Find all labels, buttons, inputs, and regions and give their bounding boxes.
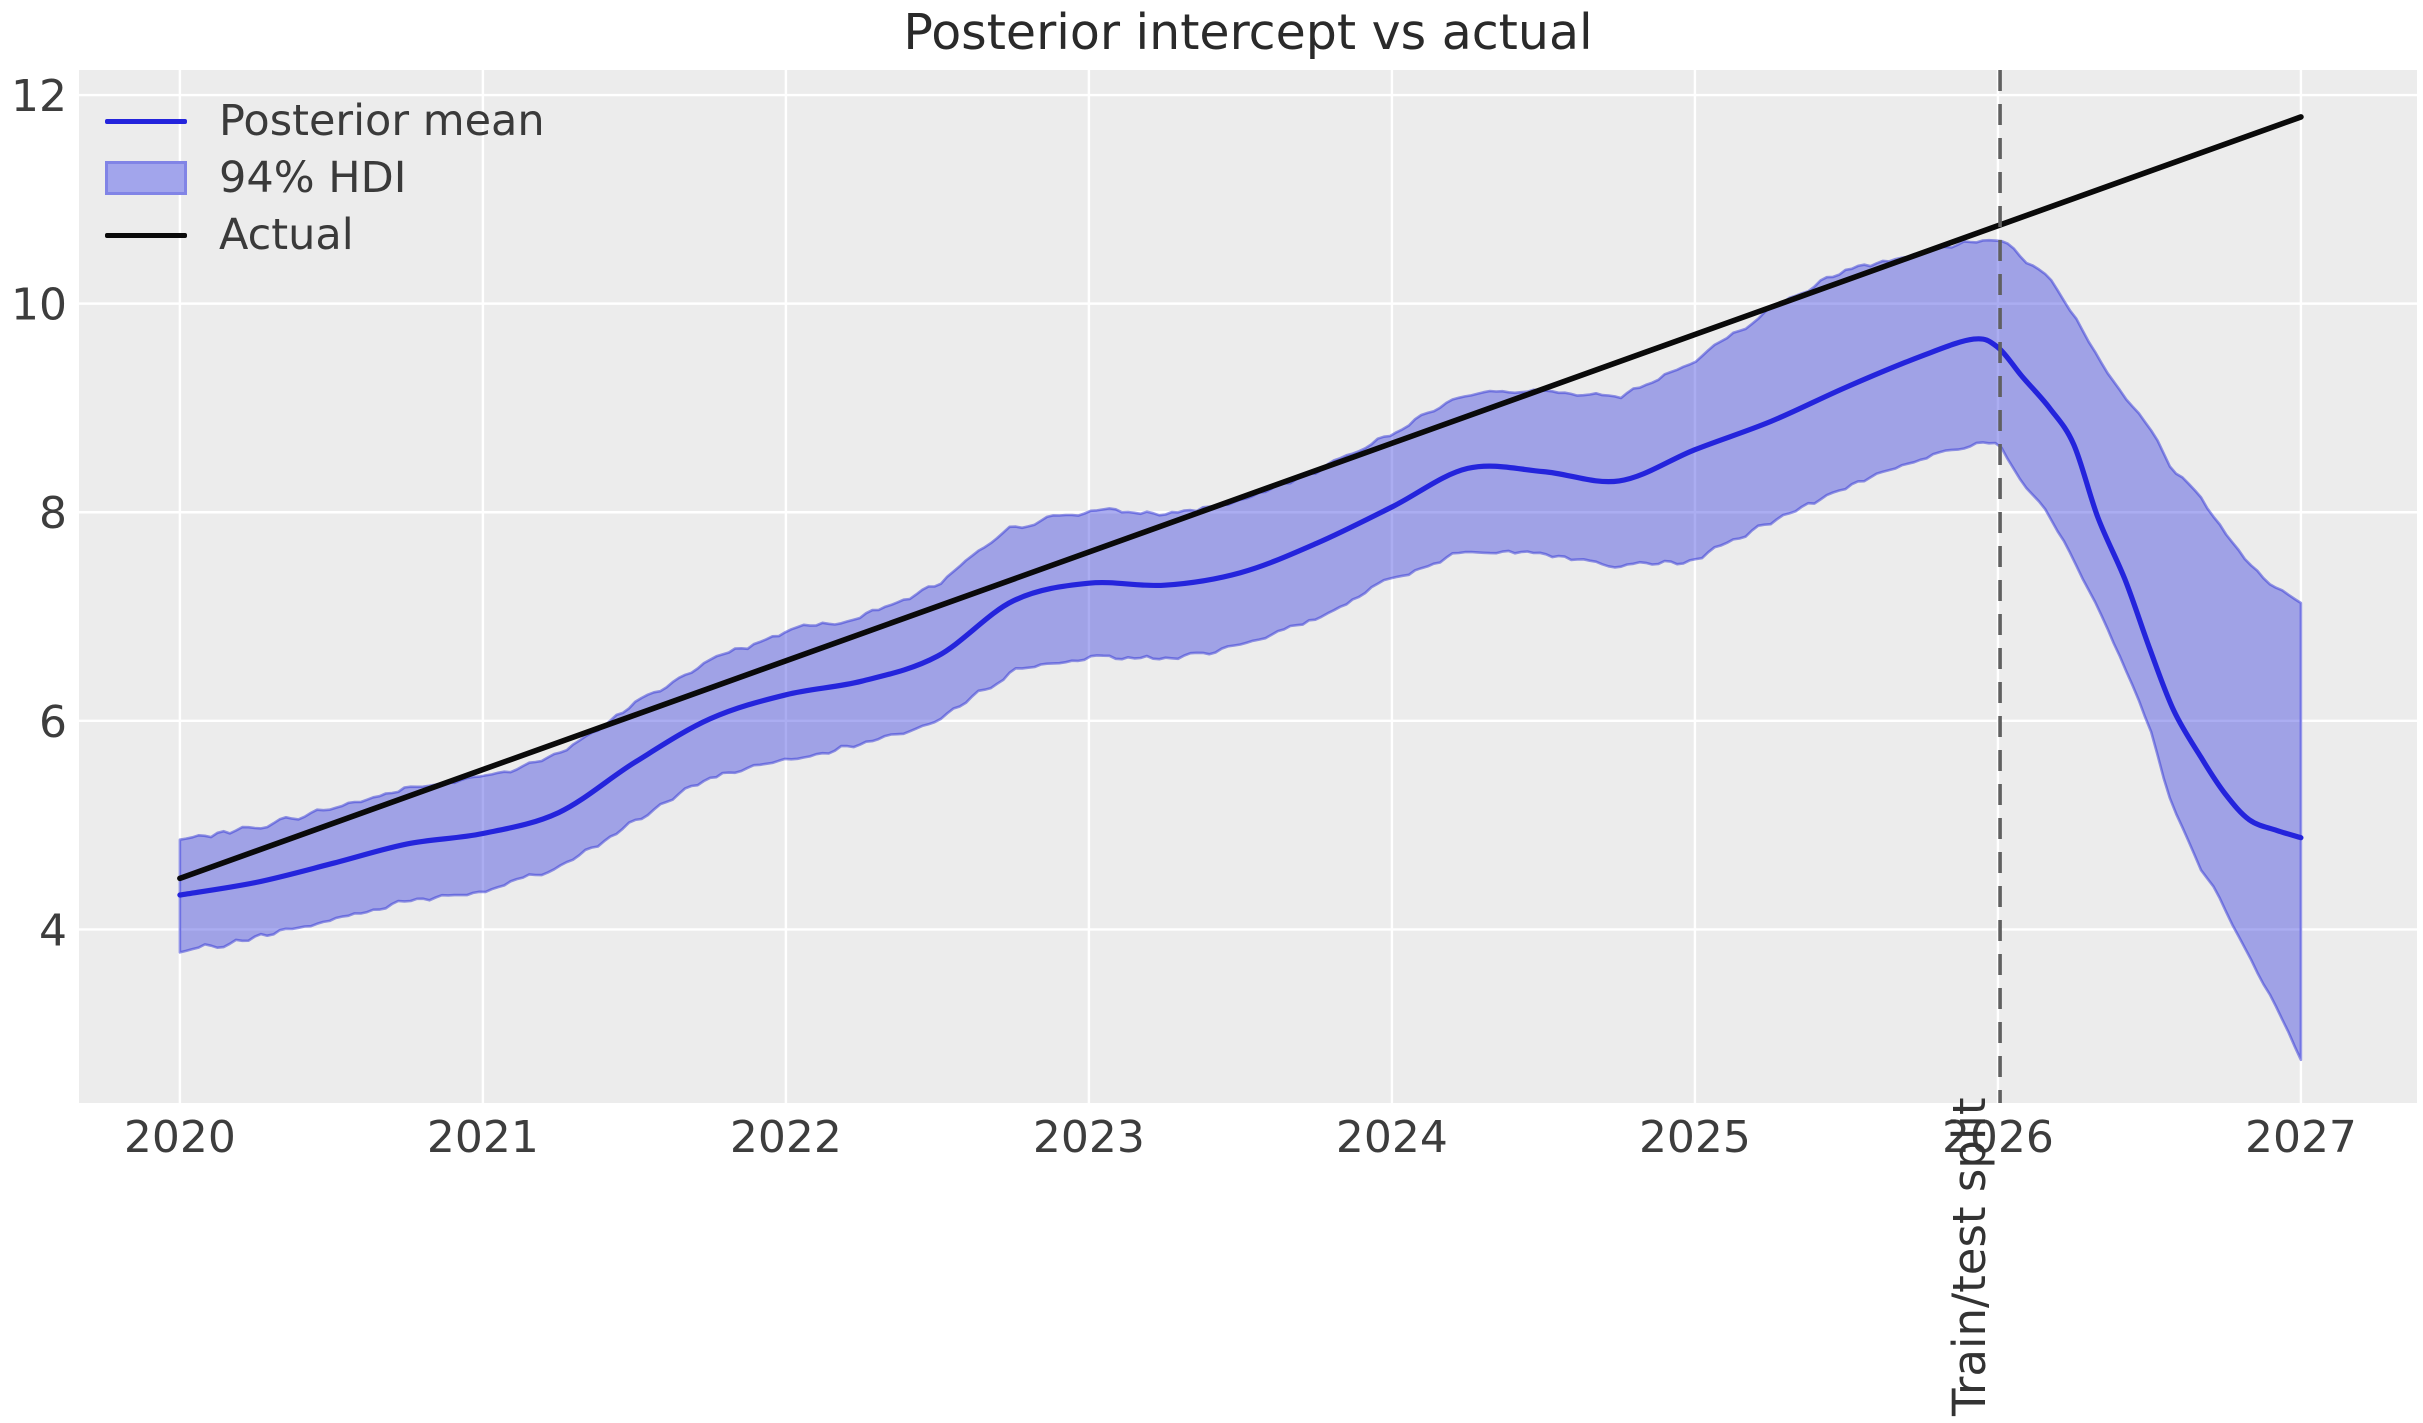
x-tick-label: 2024: [1336, 1112, 1448, 1163]
hdi-band: [178, 238, 2303, 1062]
legend-label: Posterior mean: [219, 96, 545, 146]
legend-line-swatch-blue: [105, 118, 187, 124]
y-tick-label: 6: [39, 697, 67, 748]
legend-patch-swatch: [105, 161, 187, 195]
posterior-mean-line: [177, 336, 2304, 898]
actual-line: [177, 114, 2304, 882]
x-tick-label: 2023: [1033, 1112, 1145, 1163]
legend-label: 94% HDI: [219, 153, 407, 203]
legend-label: Actual: [219, 210, 354, 260]
legend-item-hdi: 94% HDI: [105, 153, 545, 203]
x-tick-label: 2025: [1639, 1112, 1751, 1163]
plot-area: [79, 70, 2417, 1103]
train-test-split-annotation: Train/test split: [1943, 1097, 1996, 1416]
y-tick-label: 12: [11, 71, 67, 122]
y-tick-label: 4: [39, 905, 67, 956]
y-tick-label: 8: [39, 488, 67, 539]
chart-title: Posterior intercept vs actual: [903, 4, 1593, 61]
legend-line-swatch-black: [105, 232, 187, 238]
x-tick-label: 2021: [427, 1112, 539, 1163]
legend-item-posterior-mean: Posterior mean: [105, 96, 545, 146]
y-tick-label: 10: [11, 280, 67, 331]
x-tick-label: 2020: [124, 1112, 236, 1163]
x-tick-label: 2026: [1942, 1112, 2054, 1163]
x-tick-label: 2022: [730, 1112, 842, 1163]
legend-item-actual: Actual: [105, 210, 545, 260]
legend: Posterior mean 94% HDI Actual: [105, 96, 545, 260]
x-tick-label: 2027: [2245, 1112, 2357, 1163]
